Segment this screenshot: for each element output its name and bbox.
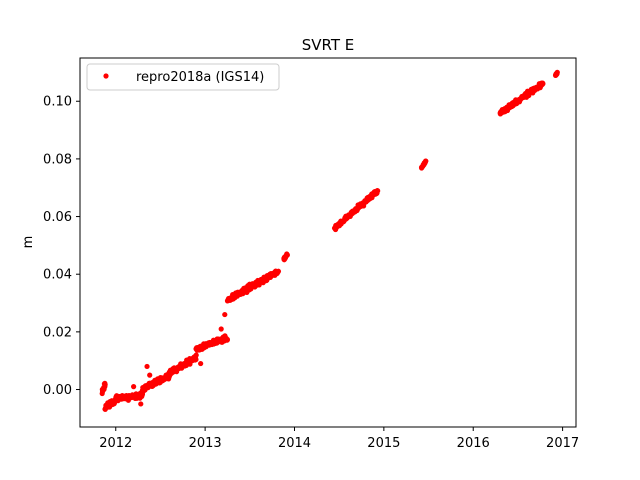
- x-tick-label: 2016: [457, 436, 490, 451]
- y-axis: 0.00 0.02 0.04 0.06 0.08 0.10: [43, 95, 80, 398]
- plot-area: [99, 69, 560, 412]
- legend: repro2018a (IGS14): [86, 63, 280, 91]
- data-point: [540, 81, 546, 87]
- data-point: [375, 188, 381, 194]
- y-axis-label: m: [21, 236, 36, 249]
- legend-box: [86, 63, 280, 91]
- data-point: [144, 363, 150, 370]
- data-point: [198, 360, 204, 367]
- legend-marker: [103, 73, 109, 79]
- x-tick-label: 2013: [189, 436, 222, 451]
- y-tick-label: 0.00: [43, 383, 72, 398]
- x-tick-label: 2014: [278, 436, 311, 451]
- plot-frame: [79, 57, 577, 428]
- data-point: [222, 311, 228, 318]
- y-tick-label: 0.10: [43, 95, 72, 110]
- x-tick-label: 2017: [546, 436, 579, 451]
- data-point: [275, 268, 282, 274]
- data-point: [138, 401, 144, 407]
- data-point: [153, 381, 159, 387]
- x-axis: 2012 2013 2014 2015 2016 2017: [99, 427, 579, 451]
- data-point: [554, 69, 560, 75]
- x-tick-label: 2015: [367, 436, 400, 451]
- data-point: [102, 382, 108, 388]
- data-point: [193, 352, 199, 358]
- data-point: [224, 336, 231, 343]
- data-point: [218, 326, 224, 332]
- data-point: [147, 372, 153, 378]
- data-point: [131, 384, 137, 390]
- data-point: [193, 356, 199, 363]
- x-tick-label: 2012: [99, 436, 132, 451]
- y-tick-label: 0.02: [43, 325, 72, 340]
- y-tick-label: 0.08: [43, 152, 72, 167]
- data-point: [423, 158, 429, 164]
- y-tick-label: 0.04: [43, 268, 72, 283]
- chart-title: SVRT E: [302, 36, 355, 54]
- legend-label: repro2018a (IGS14): [136, 70, 264, 85]
- data-point: [284, 252, 290, 258]
- y-tick-label: 0.06: [43, 210, 72, 225]
